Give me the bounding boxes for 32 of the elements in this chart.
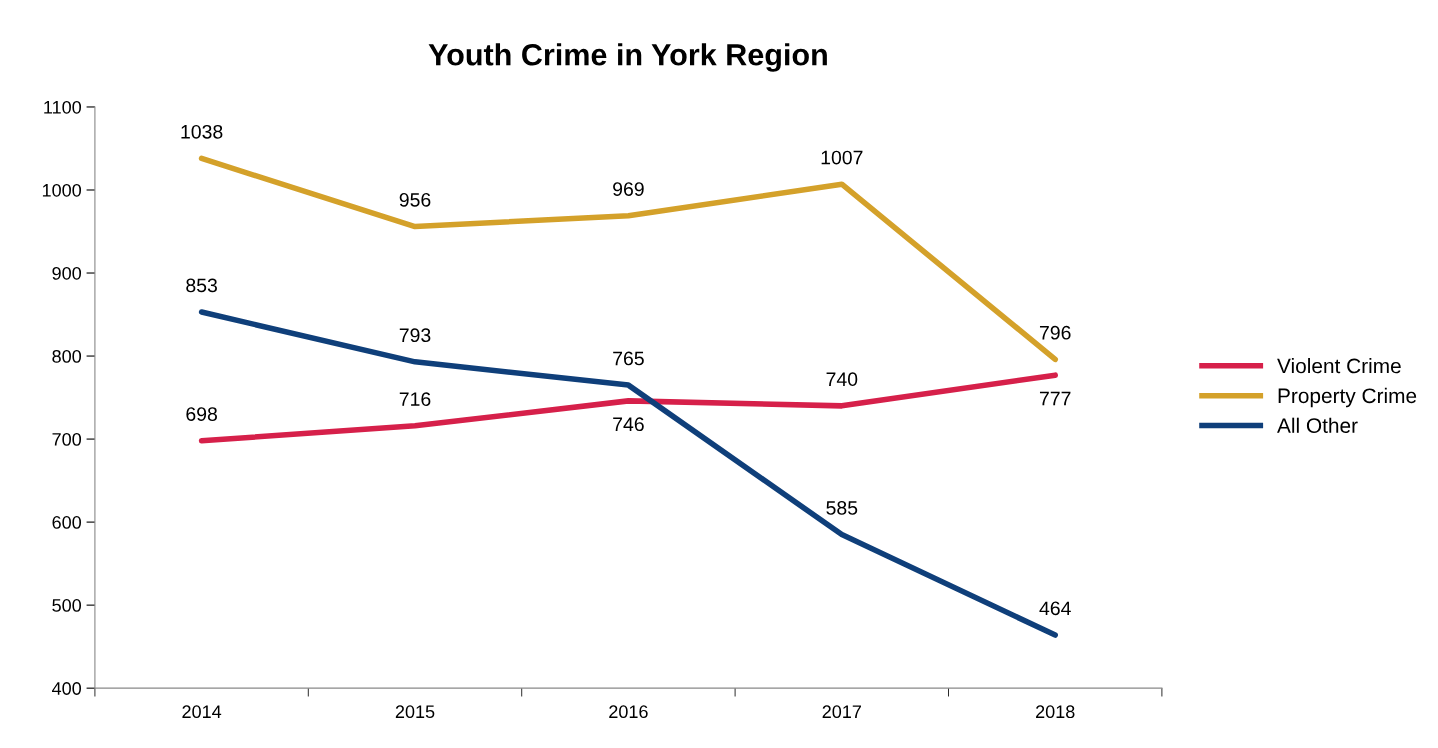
data-label: 698 xyxy=(186,407,217,421)
x-tick-label: 2017 xyxy=(822,705,861,719)
data-label: 765 xyxy=(613,351,644,366)
data-label: 777 xyxy=(1039,391,1071,406)
data-label: 1038 xyxy=(181,124,223,139)
y-tick-label: 1100 xyxy=(44,100,82,114)
data-label: 1007 xyxy=(821,150,863,165)
data-label: 969 xyxy=(613,182,644,196)
data-label: 746 xyxy=(613,417,644,432)
y-tick-label: 900 xyxy=(52,266,82,280)
chart-title: Youth Crime in York Region xyxy=(428,43,827,72)
data-label: 740 xyxy=(826,372,858,387)
y-tick-label: 1000 xyxy=(42,183,82,197)
legend-label: Violent Crime xyxy=(1277,358,1401,374)
y-tick-label: 400 xyxy=(52,682,82,695)
x-tick-label: 2015 xyxy=(395,705,435,719)
x-tick-label: 2016 xyxy=(609,705,648,719)
legend-label: Property Crime xyxy=(1278,387,1417,408)
data-label: 585 xyxy=(826,501,858,515)
data-label: 464 xyxy=(1039,601,1071,616)
y-tick-label: 800 xyxy=(52,349,82,363)
x-tick-label: 2014 xyxy=(182,705,222,719)
data-label: 853 xyxy=(186,278,217,293)
x-tick-label: 2018 xyxy=(1036,705,1075,719)
legend-label: All Other xyxy=(1277,417,1358,433)
y-tick-label: 700 xyxy=(52,433,82,446)
data-label: 716 xyxy=(399,392,431,407)
y-tick-label: 500 xyxy=(52,599,82,612)
data-label: 796 xyxy=(1039,325,1071,340)
data-label: 956 xyxy=(399,192,431,207)
data-label: 793 xyxy=(399,328,431,343)
y-tick-label: 600 xyxy=(52,516,82,529)
